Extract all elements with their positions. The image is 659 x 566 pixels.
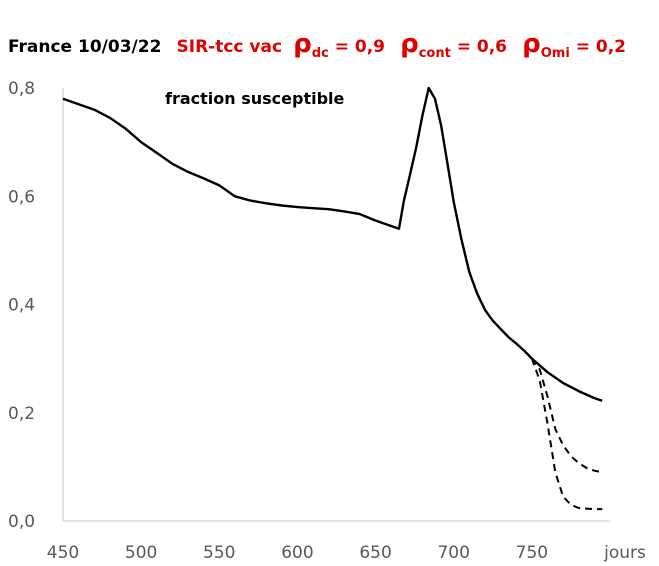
title-model: SIR-tcc vac (177, 37, 283, 57)
x-tick-label: 700 (437, 543, 469, 563)
x-tick-label: 750 (516, 543, 548, 563)
y-tick-label: 0,6 (8, 187, 35, 207)
title-sub-3: Omi (541, 46, 570, 61)
x-tick-label: 550 (203, 543, 235, 563)
title-sub-2: cont (419, 46, 451, 61)
y-tick-labels: 0,0 0,2 0,4 0,6 0,8 (8, 79, 35, 532)
y-tick-label: 0,8 (8, 79, 35, 99)
x-tick-labels: 450 500 550 600 650 700 750 jours (47, 543, 646, 563)
title-rho-3: ρ (522, 29, 541, 59)
annotation-fraction-susceptible: fraction susceptible (165, 89, 345, 108)
y-tick-label: 0,0 (8, 512, 35, 532)
x-tick-label: 450 (47, 543, 79, 563)
x-axis-label: jours (603, 543, 646, 563)
y-tick-label: 0,2 (8, 404, 35, 424)
series-line-dashed-2 (530, 358, 603, 511)
series-layer (62, 86, 603, 511)
series-line-main (62, 86, 603, 402)
x-tick-label: 650 (359, 543, 391, 563)
series-line-dashed-1 (531, 358, 603, 474)
chart-title: France 10/03/22 SIR-tcc vac ρdc = 0,9 ρc… (8, 29, 626, 61)
title-value-1: = 0,9 (329, 37, 385, 57)
x-tick-label: 500 (125, 543, 157, 563)
x-tick-label: 600 (281, 543, 313, 563)
title-rho-2: ρ (400, 29, 419, 59)
title-rho-1: ρ (293, 29, 312, 59)
title-prefix: France 10/03/22 (8, 37, 161, 57)
title-sub-1: dc (312, 46, 329, 61)
title-value-3: = 0,2 (570, 37, 626, 57)
title-value-2: = 0,6 (451, 37, 507, 57)
y-tick-label: 0,4 (8, 296, 35, 316)
